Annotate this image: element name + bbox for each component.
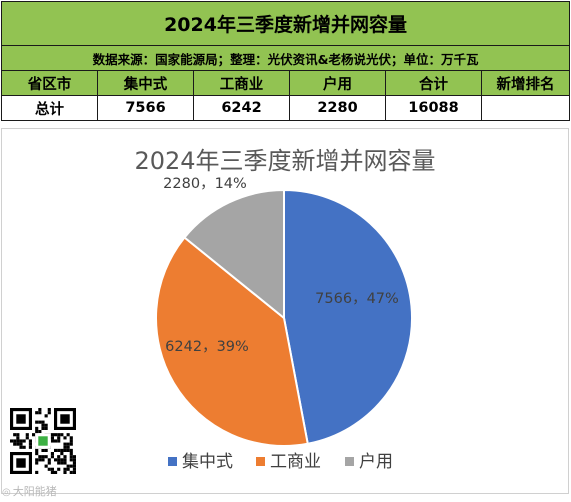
- total-rank: [480, 95, 571, 121]
- slice-data-label: 2280，14%: [163, 176, 247, 192]
- total-residential: 2280: [289, 95, 386, 121]
- column-header: 新增排名: [480, 70, 571, 96]
- column-header: 省区市: [1, 70, 98, 96]
- column-header-row: 省区市 集中式 工商业 户用 合计 新增排名: [1, 70, 571, 96]
- table-title: 2024年三季度新增并网容量: [0, 1, 571, 46]
- pie-chart-svg: 2024年三季度新增并网容量 7566，47%6242，39%2280，14% …: [134, 147, 435, 472]
- legend-swatch: [168, 457, 177, 466]
- pie-chart: 2024年三季度新增并网容量 7566，47% 6242，39% 2280，14% …: [1, 128, 569, 494]
- legend-swatch: [256, 457, 265, 466]
- column-header: 合计: [385, 70, 482, 96]
- watermark-text: 大阳能猪: [12, 485, 57, 498]
- slice-data-label: 7566，47%: [315, 291, 399, 307]
- total-row: 总计 7566 6242 2280 16088: [1, 95, 571, 121]
- pie-slice-1: [283, 188, 414, 445]
- column-header: 工商业: [193, 70, 290, 96]
- legend-label: 工商业: [270, 452, 321, 472]
- chart-title: 2024年三季度新增并网容量: [134, 147, 435, 175]
- total-label: 总计: [1, 95, 98, 121]
- total-sum: 16088: [385, 95, 482, 121]
- legend-label: 集中式: [182, 452, 233, 472]
- watermark: ◎ 大阳能猪: [2, 483, 57, 499]
- total-commercial: 6242: [193, 95, 290, 121]
- qr-code: [10, 408, 76, 474]
- pie-slice-2: [155, 236, 309, 447]
- column-header: 集中式: [97, 70, 194, 96]
- data-source-note: 数据来源：国家能源局；整理：光伏资讯&老杨说光伏；单位：万千瓦: [0, 45, 571, 71]
- slice-data-label: 6242，39%: [165, 339, 249, 355]
- pie-slice-3: [183, 188, 285, 321]
- summary-table: 2024年三季度新增并网容量 数据来源：国家能源局；整理：光伏资讯&老杨说光伏；…: [0, 1, 571, 121]
- weibo-icon: ◎: [2, 487, 11, 498]
- column-header: 户用: [289, 70, 386, 96]
- total-centralized: 7566: [97, 95, 194, 121]
- legend-swatch: [345, 457, 354, 466]
- legend-label: 户用: [359, 452, 393, 472]
